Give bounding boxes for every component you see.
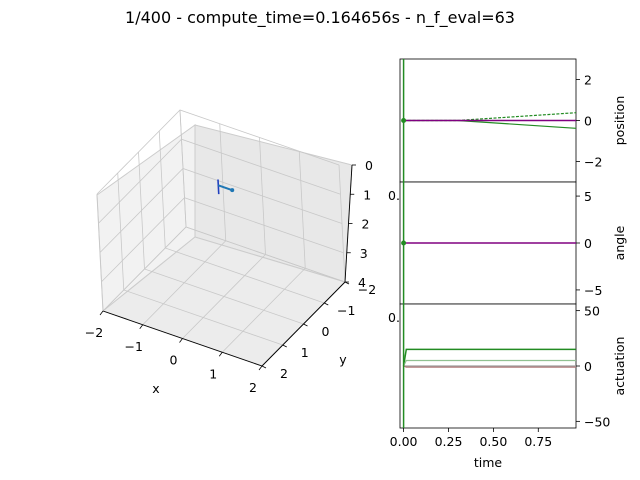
y-axis-label: angle <box>612 225 627 260</box>
z-tick-label: 1 <box>363 187 371 202</box>
x-tick-label: 0.50 <box>479 434 507 449</box>
x-tick-mark <box>218 352 223 357</box>
z-tick-label: 3 <box>360 246 368 261</box>
left-tick-label: 0. <box>388 188 400 203</box>
pole-line <box>217 179 220 195</box>
x-tick-mark <box>99 310 104 316</box>
x-tick-label: −1 <box>125 339 143 354</box>
y-tick-mark <box>261 365 267 369</box>
y-tick-label: 0 <box>584 114 592 129</box>
x-tick-label: 0.75 <box>524 434 552 449</box>
x-tick-label: 0 <box>170 353 178 368</box>
y-tick-label: −2 <box>584 155 602 170</box>
cart-line <box>217 184 233 192</box>
y-tick-label: −5 <box>584 283 602 298</box>
panel-position: −2 0 2 position 0. <box>388 58 627 203</box>
z-tick-label: 0 <box>365 158 373 173</box>
y-tick-label: 0 <box>584 236 592 251</box>
actuation-line <box>403 359 576 367</box>
cart-point <box>230 188 235 193</box>
back-pane <box>96 124 353 367</box>
y-tick-label: 50 <box>584 304 600 319</box>
y-tick-label: 0 <box>584 359 592 374</box>
y-tick-label: −2 <box>358 282 376 297</box>
figure-title: 1/400 - compute_time=0.164656s - n_f_eva… <box>125 8 515 28</box>
y-tick-label: 5 <box>584 189 592 204</box>
grid-line-z <box>99 168 343 253</box>
y-axis-label: y <box>339 352 347 367</box>
upper-band-line <box>403 112 576 122</box>
z-tick-label: 2 <box>362 217 370 232</box>
y-tick-mark <box>324 302 329 306</box>
y-tick-label: −50 <box>584 414 610 429</box>
x-tick-label: 0.25 <box>435 434 463 449</box>
left-tick-label: 0. <box>388 310 400 325</box>
actuation-line <box>402 348 576 367</box>
y-tick-label: 2 <box>584 73 592 88</box>
actuation-line <box>403 365 576 368</box>
y-tick-label: 0 <box>322 324 330 339</box>
z-tick-label: 4 <box>358 275 366 290</box>
data-3d <box>217 179 235 195</box>
data-lines <box>401 112 576 129</box>
y-tick-label: 1 <box>301 345 309 360</box>
y-tick-label: 2 <box>280 366 288 381</box>
x-tick-label: 1 <box>209 366 217 381</box>
panel-actuation: 50 0 −50 actuation <box>399 303 627 429</box>
x-axis-label: time <box>474 455 503 470</box>
y-tick-mark <box>303 323 308 327</box>
y-tick-mark <box>282 344 287 348</box>
grid-line-z <box>102 226 346 312</box>
y-axis-label: position <box>612 96 627 146</box>
x-tick-mark <box>179 338 183 343</box>
grid-line-z <box>98 138 341 224</box>
x-axis-label: x <box>152 381 159 396</box>
x-tick-label: 0.00 <box>390 434 418 449</box>
data-lines <box>402 348 576 368</box>
grid-line-z <box>101 197 344 283</box>
y-tick-label: −1 <box>337 303 355 318</box>
x-tick-mark <box>258 365 263 371</box>
x-tick-label: −2 <box>85 325 103 340</box>
y-axis-label: actuation <box>612 337 627 396</box>
grid-line-z <box>96 109 340 195</box>
x-tick-mark <box>139 324 144 329</box>
x-tick-label: 2 <box>249 380 257 395</box>
